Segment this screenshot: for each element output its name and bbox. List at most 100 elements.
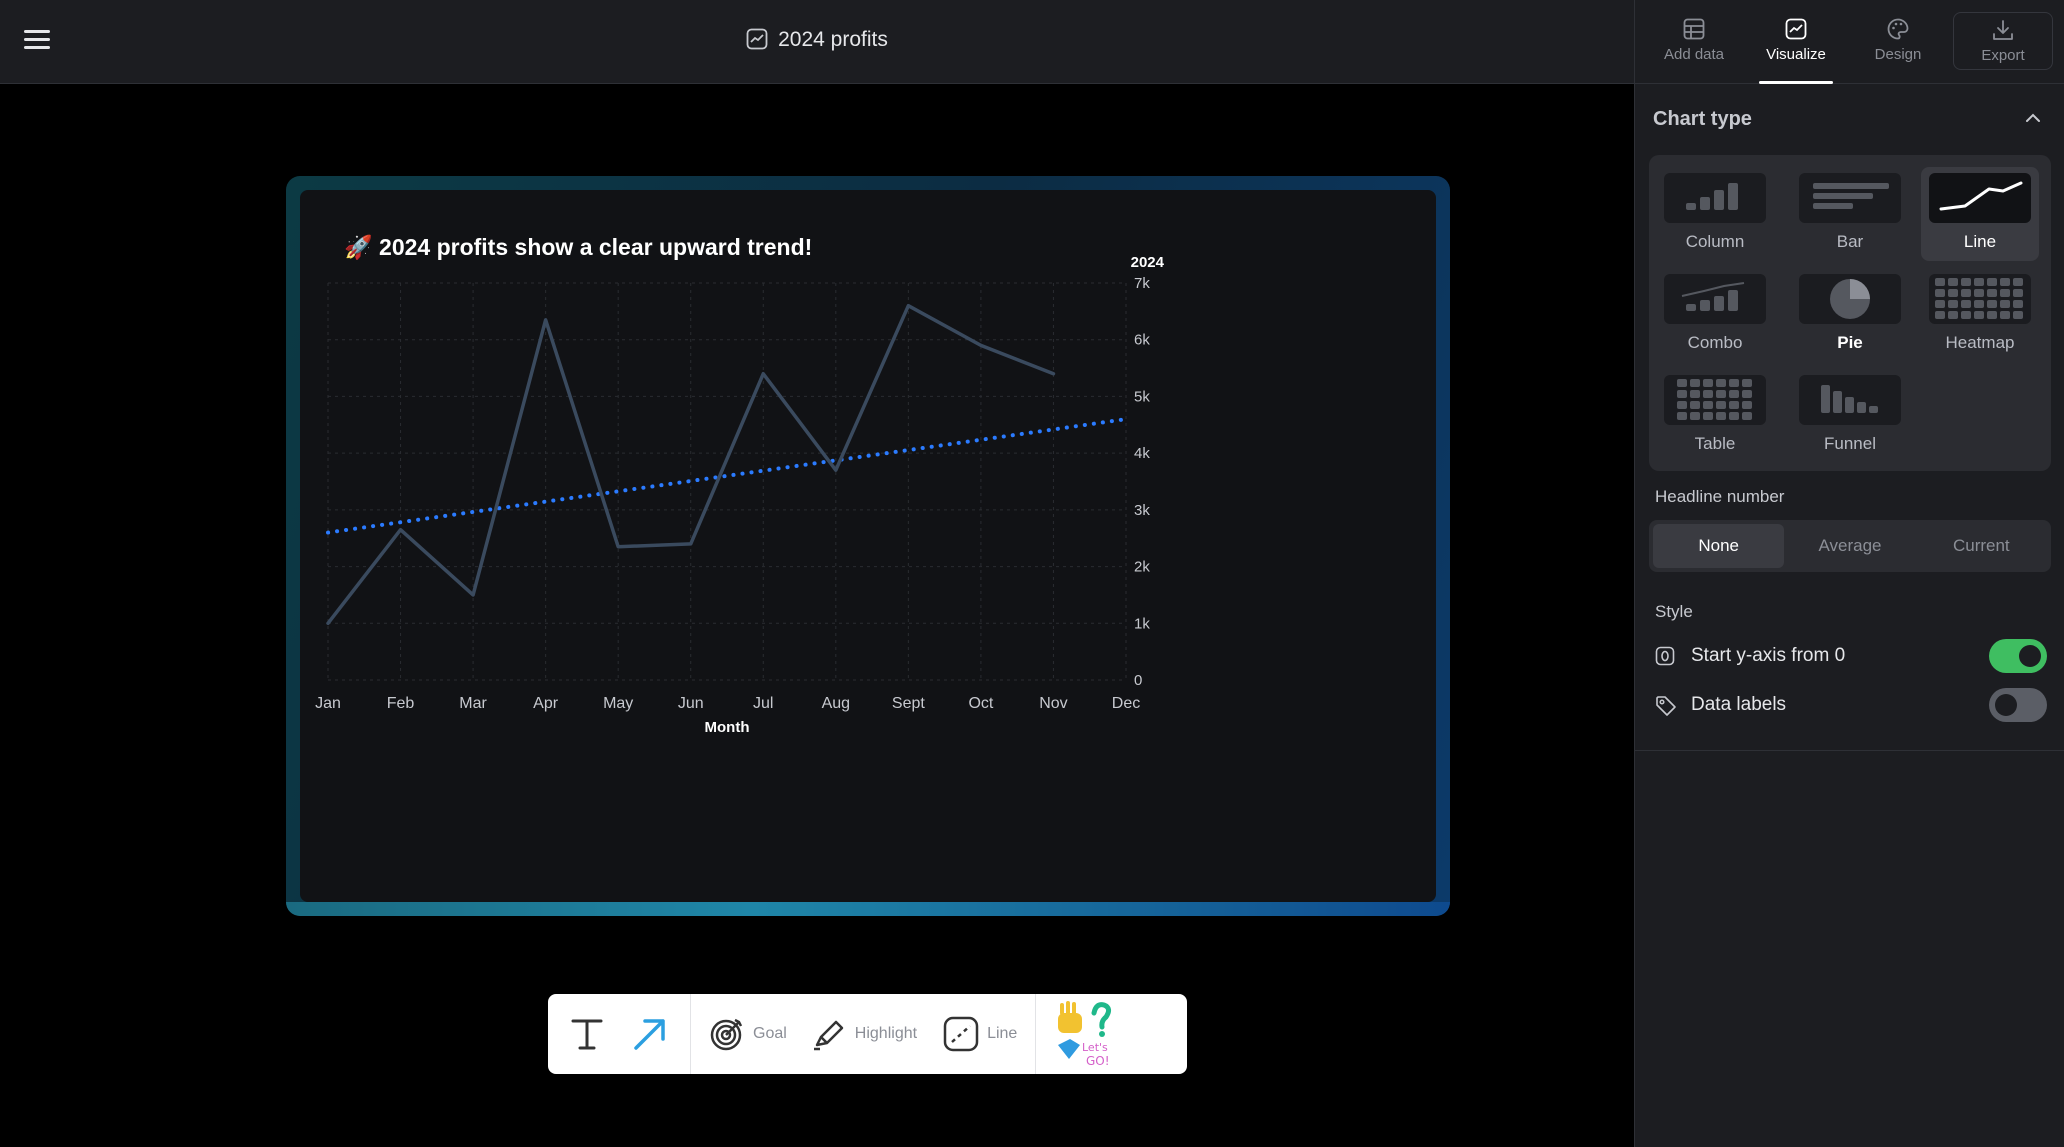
x-tick-label: Nov	[1039, 695, 1067, 712]
thumb-cell	[2013, 278, 2023, 286]
thumb-cell	[1961, 300, 1971, 308]
thumb-cell	[2013, 289, 2023, 297]
chart-type-funnel[interactable]: Funnel	[1794, 369, 1906, 463]
table-chart-icon	[1677, 379, 1752, 420]
headline-current-option[interactable]: Current	[1952, 536, 2010, 555]
hamburger-menu-icon[interactable]	[24, 30, 50, 54]
arrow-icon	[634, 1019, 665, 1050]
goal-tool-button[interactable]: Goal	[709, 1016, 787, 1052]
tab-visualize[interactable]: Visualize	[1745, 0, 1847, 84]
thumb-cell	[1716, 401, 1726, 409]
x-tick-label: Aug	[822, 695, 850, 712]
highlight-tool-button[interactable]: Highlight	[809, 1015, 917, 1053]
thumb-cell	[1703, 379, 1713, 387]
thumb-cell	[1742, 412, 1752, 420]
x-tick-label: Jul	[753, 695, 773, 712]
chart-type-bar[interactable]: Bar	[1794, 167, 1906, 261]
headline-none-option[interactable]: None	[1653, 524, 1785, 568]
tab-add-data[interactable]: Add data	[1643, 0, 1745, 84]
chart-type-table[interactable]: Table	[1659, 369, 1771, 463]
thumb-cell	[1677, 379, 1687, 387]
x-tick-label: Feb	[387, 695, 415, 712]
data-labels-option: Data labels	[1655, 688, 2047, 722]
thumb-cell	[2000, 300, 2010, 308]
bar-chart-icon	[1813, 183, 1889, 209]
tab-design[interactable]: Design	[1847, 0, 1949, 84]
top-bar: 2024 profits	[0, 0, 1634, 84]
chart-type-pie[interactable]: Pie	[1794, 268, 1906, 362]
trendline	[326, 417, 1128, 535]
combo-chart-icon	[1681, 282, 1745, 311]
settings-sidebar: Add data Visualize Design Export Chart t…	[1634, 0, 2064, 1147]
chart-title[interactable]: 🚀 2024 profits show a clear upward trend…	[344, 234, 813, 260]
thumb-cell	[1716, 379, 1726, 387]
headline-number-label: Headline number	[1655, 487, 1785, 506]
tab-export[interactable]: Export	[1953, 12, 2053, 70]
thumb-cell	[1935, 278, 1945, 286]
y-tick-label: 4k	[1134, 445, 1150, 462]
chevron-up-icon	[2026, 113, 2040, 122]
document-title-text: 2024 profits	[778, 28, 888, 51]
target-icon	[710, 1018, 743, 1051]
tab-design-label: Design	[1874, 46, 1922, 63]
toolbar-divider	[1035, 994, 1037, 1074]
table-icon	[1683, 18, 1705, 40]
thumb-cell	[1974, 289, 1984, 297]
line-chart-icon	[746, 28, 768, 56]
y-tick-label: 7k	[1134, 275, 1150, 292]
x-tick-label: Mar	[459, 695, 487, 712]
x-tick-label: Apr	[533, 695, 559, 712]
chart-type-line[interactable]: Line	[1921, 167, 2039, 261]
tag-icon	[1656, 696, 1676, 716]
svg-text:Let's: Let's	[1082, 1041, 1108, 1054]
headline-average-option[interactable]: Average	[1818, 536, 1882, 555]
chart-type-combo[interactable]: Combo	[1659, 268, 1771, 362]
chart-type-heatmap[interactable]: Heatmap	[1921, 268, 2039, 362]
thumb-cell	[2013, 300, 2023, 308]
sidebar-tabs: Add data Visualize Design Export	[1635, 0, 2064, 84]
x-tick-label: Jan	[315, 695, 341, 712]
text-tool-button[interactable]	[570, 1016, 604, 1052]
line-chart-icon	[1785, 18, 1807, 40]
thumb-cell	[1703, 412, 1713, 420]
zero-box-icon	[1655, 646, 1675, 666]
goal-label: Goal	[753, 1025, 787, 1042]
tab-add-data-label: Add data	[1663, 46, 1725, 63]
thumb-cell	[2000, 278, 2010, 286]
start-y-axis-toggle[interactable]	[1989, 639, 2047, 673]
document-title[interactable]: 2024 profits	[0, 28, 1634, 56]
heatmap-icon	[1935, 278, 2023, 319]
dashed-line-icon	[943, 1016, 979, 1052]
download-icon	[1993, 20, 2013, 40]
thumb-cell	[1987, 289, 1997, 297]
thumb-cell	[1974, 311, 1984, 319]
x-tick-label: May	[603, 695, 633, 712]
thumb-cell	[1729, 390, 1739, 398]
thumb-cell	[1742, 401, 1752, 409]
stickers-button[interactable]: Let's GO!	[1054, 999, 1120, 1069]
thumb-cell	[1729, 401, 1739, 409]
stickers-icon: Let's GO!	[1058, 1001, 1112, 1068]
line-label: Line	[987, 1025, 1018, 1042]
chart-type-column[interactable]: Column	[1659, 167, 1771, 261]
toolbar-divider	[690, 994, 691, 1074]
y-tick-label: 2k	[1134, 559, 1150, 576]
thumb-cell	[1690, 390, 1700, 398]
arrow-tool-button[interactable]	[632, 1016, 668, 1052]
chart-type-section-header[interactable]: Chart type	[1653, 108, 2046, 134]
column-chart-icon	[1686, 183, 1738, 210]
y-tick-label: 0	[1134, 672, 1142, 689]
line-tool-button[interactable]: Line	[943, 1016, 1017, 1052]
chart-type-heading: Chart type	[1653, 108, 1752, 130]
thumb-cell	[1935, 289, 1945, 297]
x-tick-label: Sept	[892, 695, 925, 712]
y-tick-label: 5k	[1134, 388, 1150, 405]
thumb-cell	[1729, 412, 1739, 420]
funnel-chart-icon	[1821, 385, 1878, 413]
thumb-cell	[1716, 412, 1726, 420]
chart-card[interactable]: 🚀 2024 profits show a clear upward trend…	[300, 190, 1436, 902]
thumb-cell	[1987, 300, 1997, 308]
data-labels-toggle[interactable]	[1989, 688, 2047, 722]
tab-export-label: Export	[1981, 47, 2025, 64]
